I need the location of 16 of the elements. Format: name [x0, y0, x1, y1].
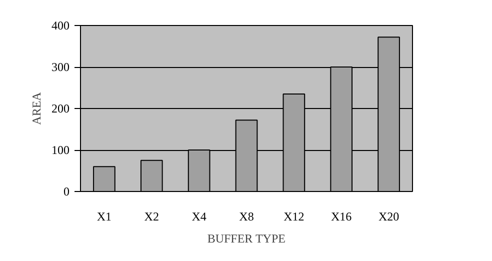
y-tick-label: 300 [52, 60, 70, 74]
y-tick-label: 200 [52, 102, 70, 116]
y-tick-label: 400 [52, 18, 70, 32]
x-tick-label: X16 [331, 210, 352, 224]
y-tick-label: 100 [52, 143, 70, 157]
x-tick-label: X2 [144, 210, 159, 224]
x-tick-label: X8 [239, 210, 254, 224]
x-tick-label: X12 [284, 210, 304, 224]
x-axis-title: BUFFER TYPE [207, 232, 286, 246]
x-tick-label: X20 [378, 210, 400, 224]
x-tick-label: X4 [192, 210, 206, 224]
x-tick-label: X1 [96, 210, 112, 224]
y-tick-label: 0 [64, 184, 70, 198]
bar [140, 160, 163, 192]
bar [93, 166, 116, 192]
y-axis-title: AREA [30, 92, 44, 125]
